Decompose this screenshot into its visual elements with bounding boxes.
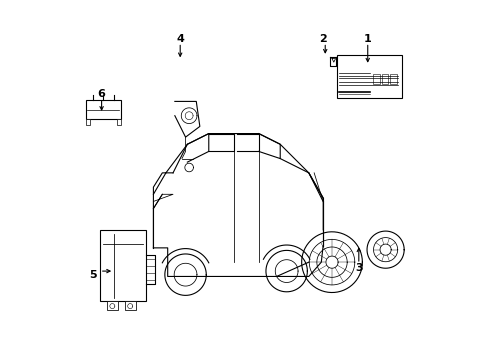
Text: 6: 6 bbox=[98, 89, 105, 99]
Bar bbox=[85, 119, 90, 125]
Bar bbox=[117, 119, 121, 125]
Bar bbox=[372, 73, 379, 84]
Text: 4: 4 bbox=[176, 34, 184, 44]
Text: 5: 5 bbox=[89, 270, 96, 280]
Bar bbox=[389, 73, 396, 84]
Text: 2: 2 bbox=[319, 34, 326, 44]
Bar bbox=[381, 73, 387, 84]
Bar bbox=[107, 301, 118, 310]
Text: 1: 1 bbox=[363, 34, 371, 44]
Bar bbox=[124, 301, 135, 310]
Bar bbox=[337, 55, 401, 98]
Text: 3: 3 bbox=[354, 262, 362, 273]
Bar bbox=[85, 100, 121, 119]
Bar bbox=[100, 230, 146, 301]
